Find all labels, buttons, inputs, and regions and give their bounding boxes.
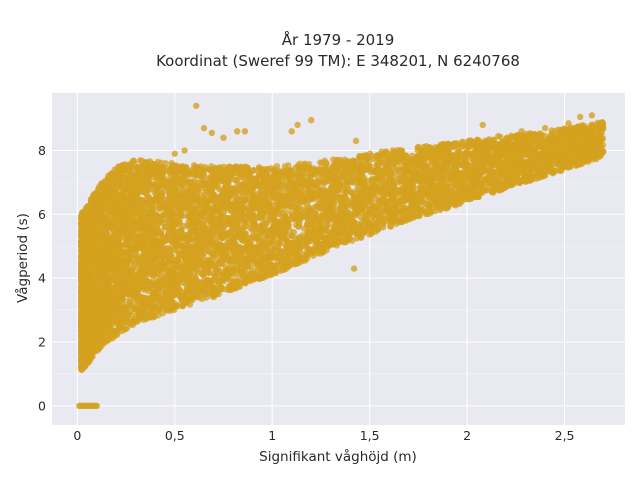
chart-title-line-1: År 1979 - 2019: [282, 30, 395, 49]
data-point: [255, 163, 263, 171]
chart-title-line-2: Koordinat (Sweref 99 TM): E 348201, N 62…: [156, 52, 520, 70]
data-point: [235, 273, 242, 281]
data-point: [285, 162, 292, 169]
scatter-points: [76, 102, 607, 410]
